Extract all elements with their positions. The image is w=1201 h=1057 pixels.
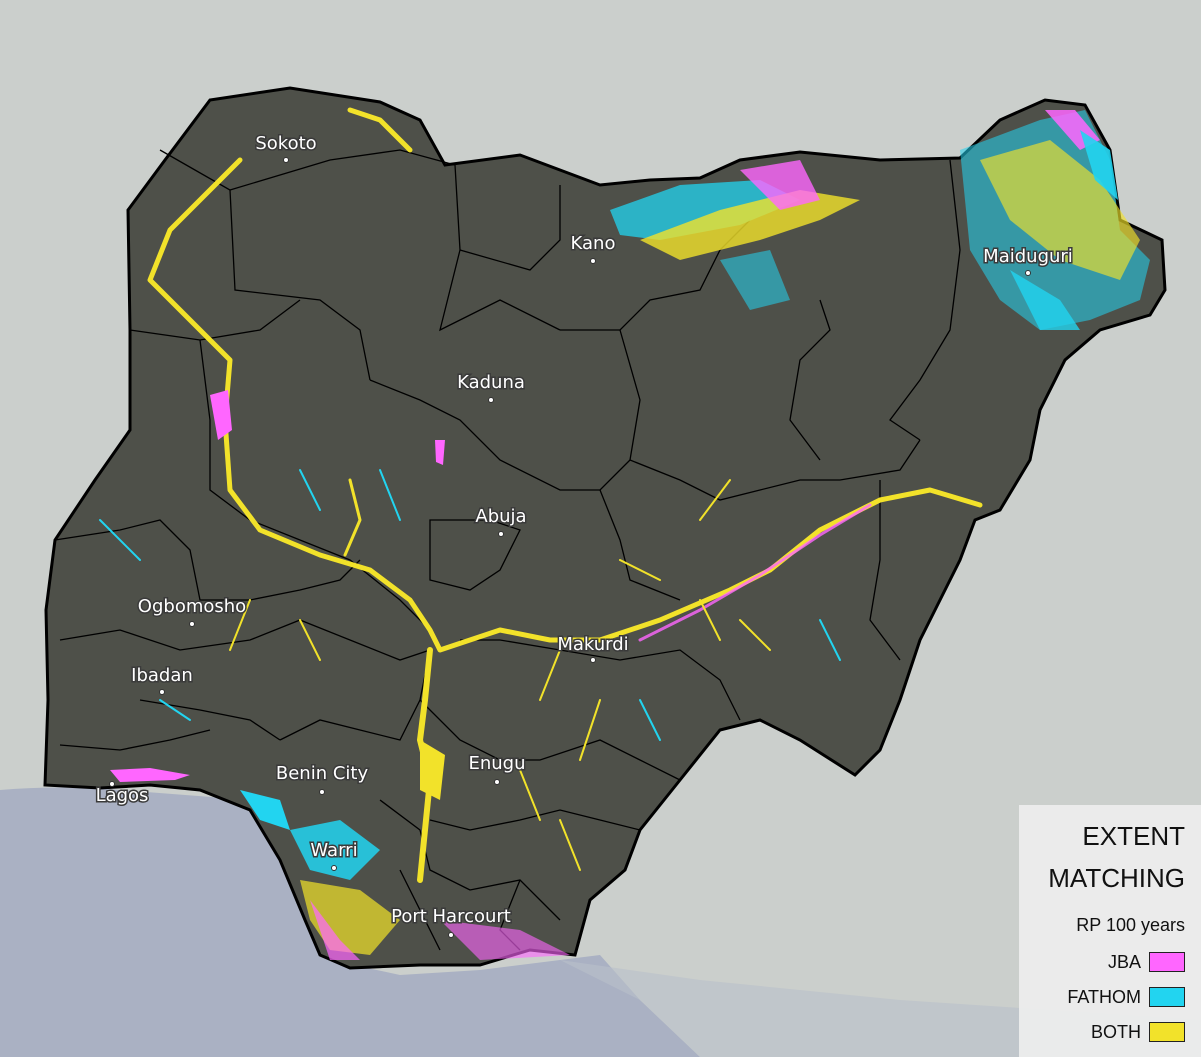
city-kano[interactable]: Kano (569, 232, 617, 264)
legend-label: JBA (1107, 951, 1141, 972)
city-ogbomosho[interactable]: Ogbomosho (136, 595, 248, 627)
legend-subtitle: RP 100 years (1076, 915, 1185, 935)
city-enugu[interactable]: Enugu (467, 752, 527, 785)
sokoto-river-both (347, 107, 413, 153)
legend-swatch-jba (1149, 952, 1185, 972)
northeast-flood-patches (610, 110, 1150, 330)
city-label: Benin City (276, 763, 369, 784)
coastal-flood-patches (110, 390, 570, 960)
benue-river-jba (638, 503, 872, 642)
map-legend: EXTENT MATCHING RP 100 years JBA FATHOM … (1019, 805, 1201, 1057)
city-label: Ibadan (131, 665, 193, 686)
legend-swatch-fathom (1149, 987, 1185, 1007)
city-maiduguri[interactable]: Maiduguri (982, 245, 1074, 276)
kaduna-river (343, 478, 362, 557)
city-markers: Sokoto Kano Maiduguri Kaduna Abuja Ogbom… (94, 132, 1074, 938)
city-label: Lagos (96, 785, 149, 806)
legend-title-line2: MATCHING (1048, 863, 1185, 893)
city-kaduna[interactable]: Kaduna (456, 371, 526, 403)
city-lagos[interactable]: Lagos (94, 781, 150, 808)
city-ibadan[interactable]: Ibadan (130, 664, 194, 695)
legend-item-both: BOTH (1091, 1021, 1185, 1043)
legend-label: FATHOM (1067, 986, 1141, 1007)
city-label: Kaduna (457, 372, 525, 393)
city-label: Makurdi (557, 634, 628, 655)
city-benin-city[interactable]: Benin City (274, 762, 370, 795)
city-label: Sokoto (255, 133, 316, 154)
ocean (0, 787, 700, 1057)
city-label: Maiduguri (983, 246, 1073, 267)
country-outline (43, 86, 1167, 970)
city-label: Abuja (475, 506, 526, 527)
city-label: Port Harcourt (391, 906, 511, 927)
city-makurdi[interactable]: Makurdi (556, 633, 630, 663)
city-warri[interactable]: Warri (309, 839, 359, 871)
legend-label: BOTH (1090, 1021, 1141, 1042)
minor-rivers-fathom (99, 469, 841, 741)
legend-item-jba: JBA (1108, 951, 1185, 973)
city-port-harcourt[interactable]: Port Harcourt (390, 905, 512, 938)
city-sokoto[interactable]: Sokoto (254, 132, 318, 163)
legend-item-fathom: FATHOM (1067, 986, 1185, 1008)
city-label: Kano (571, 233, 616, 254)
city-abuja[interactable]: Abuja (474, 505, 528, 537)
city-label: Ogbomosho (138, 596, 246, 617)
legend-swatch-both (1149, 1022, 1185, 1042)
legend-title-line1: EXTENT (1082, 821, 1185, 851)
flood-extents (99, 107, 983, 883)
minor-rivers-both (229, 479, 771, 871)
city-label: Enugu (468, 753, 525, 774)
city-label: Warri (310, 840, 357, 861)
